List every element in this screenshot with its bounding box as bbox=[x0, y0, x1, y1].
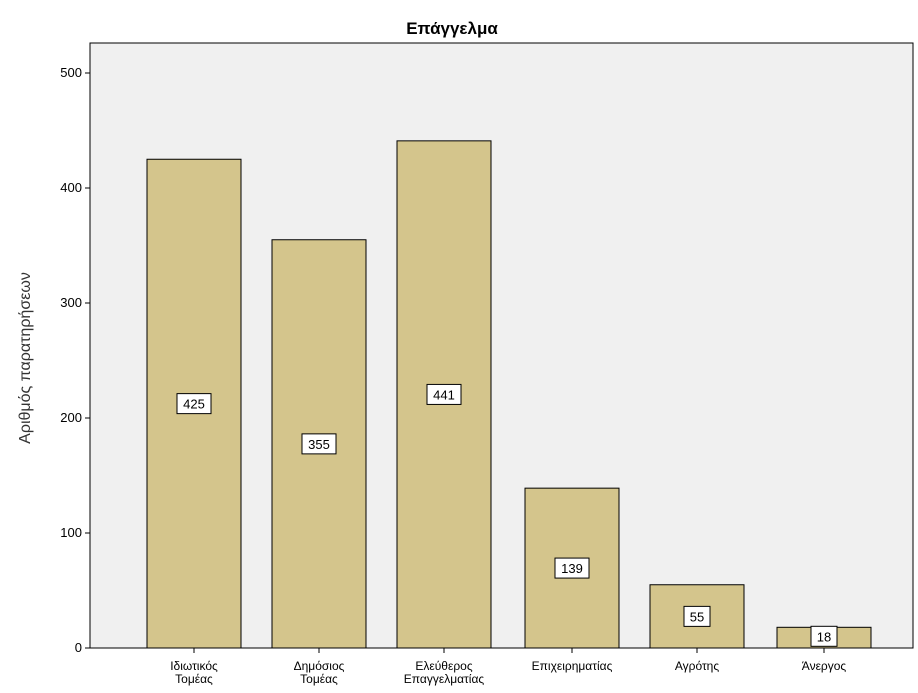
data-label: 425 bbox=[183, 397, 205, 412]
chart-title: Επάγγελμα bbox=[406, 19, 498, 38]
data-label: 441 bbox=[433, 387, 455, 402]
data-label-box bbox=[426, 383, 462, 405]
y-tick-label: 0 bbox=[75, 640, 82, 655]
x-tick-label: Αγρότης bbox=[675, 659, 720, 673]
y-tick-label: 300 bbox=[60, 295, 82, 310]
data-label: 18 bbox=[817, 629, 831, 644]
data-label-box bbox=[176, 393, 212, 415]
data-labels-layer: 425 355 441 139 55 18 bbox=[176, 383, 838, 647]
data-label-box bbox=[554, 557, 590, 579]
y-tick-label: 200 bbox=[60, 410, 82, 425]
x-tick-label: Επιχειρηματίας bbox=[532, 659, 613, 673]
y-tick-label: 100 bbox=[60, 525, 82, 540]
y-tick-label: 500 bbox=[60, 65, 82, 80]
data-label-box bbox=[683, 605, 711, 627]
data-label-box bbox=[301, 433, 337, 455]
data-label-box bbox=[810, 625, 838, 647]
x-tick-label: Ιδιωτικός Τομέας bbox=[170, 659, 218, 686]
data-label: 55 bbox=[690, 609, 704, 624]
y-tick-label: 400 bbox=[60, 180, 82, 195]
axes-layer: 0 100 200 300 400 500 Ιδιωτικός Τομέας Δημόσιος Τ… bbox=[60, 43, 913, 686]
x-tick-label: Ελεύθερος Επαγγελματίας bbox=[404, 659, 485, 686]
y-axis-label: Αριθμός παρατηρήσεων bbox=[17, 272, 34, 444]
x-tick-label: Δημόσιος Τομέας bbox=[294, 659, 345, 686]
x-tick-label: Άνεργος bbox=[802, 659, 847, 673]
data-label: 139 bbox=[561, 561, 583, 576]
data-label: 355 bbox=[308, 437, 330, 452]
